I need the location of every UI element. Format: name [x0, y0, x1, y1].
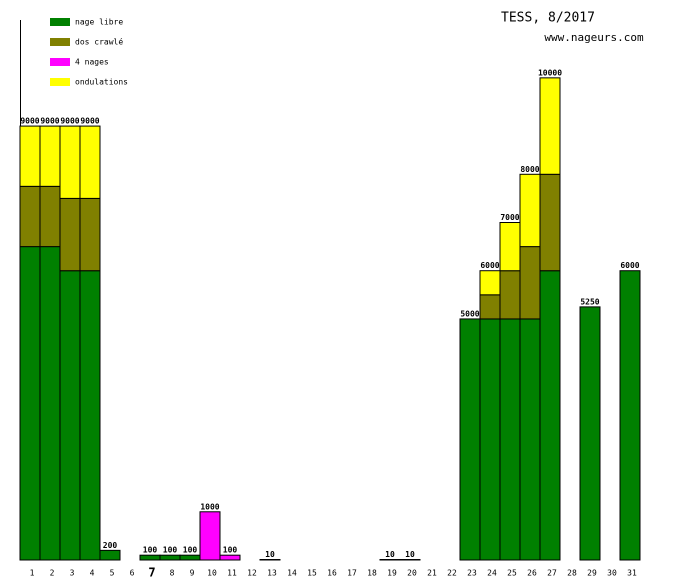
bar-segment	[59, 197, 81, 272]
bar-segment	[39, 125, 61, 187]
total-label: 9000	[40, 117, 59, 126]
total-label: 9000	[60, 117, 79, 126]
total-label: 5000	[460, 309, 479, 318]
x-tick-label: 13	[267, 569, 277, 578]
x-tick-label: 5	[110, 569, 115, 578]
bar-segment	[59, 125, 81, 199]
total-label: 100	[183, 546, 198, 555]
total-label: 5250	[580, 297, 599, 306]
legend-label: ondulations	[75, 78, 128, 87]
x-tick-label: 25	[507, 569, 517, 578]
legend-label: 4 nages	[75, 58, 109, 67]
chart-subtitle: www.nageurs.com	[544, 31, 644, 44]
bar-segment	[539, 77, 561, 175]
bar-segment	[99, 549, 121, 561]
bar-segment	[19, 125, 41, 187]
x-tick-label: 1	[30, 569, 35, 578]
bar-segment	[459, 318, 481, 561]
total-label: 10	[405, 550, 415, 559]
x-tick-label: 27	[547, 569, 557, 578]
bar-segment	[499, 318, 521, 561]
bar-segment	[159, 554, 181, 561]
x-tick-label: 15	[307, 569, 317, 578]
bar-segment	[539, 270, 561, 561]
bar-segment	[519, 246, 541, 320]
legend-swatch	[50, 18, 70, 26]
x-tick-label: 31	[627, 569, 637, 578]
bar-segment	[179, 554, 201, 561]
bar-segment	[519, 318, 541, 561]
bar-segment	[579, 306, 601, 561]
bar-segment	[199, 511, 221, 561]
x-tick-label: 28	[567, 569, 577, 578]
legend-label: dos crawlé	[75, 37, 123, 47]
x-tick-label: 6	[130, 569, 135, 578]
x-tick-label: 11	[227, 569, 237, 578]
x-tick-label: 18	[367, 569, 377, 578]
x-tick-label: 23	[467, 569, 477, 578]
x-tick-label: 29	[587, 569, 597, 578]
x-tick-label: 26	[527, 569, 537, 578]
total-label: 6000	[620, 261, 639, 270]
x-tick-label: 4	[90, 569, 95, 578]
total-label: 100	[163, 546, 178, 555]
bar-segment	[539, 173, 561, 272]
bar-segment	[79, 197, 101, 272]
x-tick-label: 24	[487, 569, 497, 578]
total-label: 100	[143, 546, 158, 555]
total-label: 100	[223, 546, 238, 555]
total-label: 1000	[200, 502, 219, 511]
bar-segment	[499, 222, 521, 272]
bar-segment	[479, 318, 501, 561]
total-label: 10	[385, 550, 395, 559]
total-label: 10000	[538, 68, 562, 77]
x-tick-label: 8	[170, 569, 175, 578]
bar-segment	[39, 246, 61, 561]
x-tick-label: 7	[148, 566, 155, 580]
total-label: 200	[103, 541, 118, 550]
bar-segment	[79, 125, 101, 199]
total-label: 7000	[500, 213, 519, 222]
bar-segment	[619, 270, 641, 561]
x-tick-label: 3	[70, 569, 75, 578]
bar-segment	[79, 270, 101, 561]
bar-segment	[219, 554, 241, 561]
legend-label: nage libre	[75, 18, 123, 27]
legend-swatch	[50, 78, 70, 86]
x-tick-label: 19	[387, 569, 397, 578]
x-tick-label: 22	[447, 569, 457, 578]
chart-title: TESS, 8/2017	[501, 11, 595, 26]
legend-swatch	[50, 58, 70, 66]
bar-segment	[19, 185, 41, 248]
x-tick-label: 17	[347, 569, 357, 578]
x-tick-label: 30	[607, 569, 617, 578]
x-tick-label: 16	[327, 569, 337, 578]
bar-segment	[519, 173, 541, 248]
x-tick-label: 14	[287, 569, 297, 578]
total-label: 8000	[520, 165, 539, 174]
total-label: 9000	[20, 117, 39, 126]
total-label: 9000	[80, 117, 99, 126]
bar-segment	[479, 270, 501, 296]
x-tick-label: 9	[190, 569, 195, 578]
total-label: 6000	[480, 261, 499, 270]
bar-segment	[139, 554, 161, 561]
bar-segment	[499, 270, 521, 320]
x-tick-label: 2	[50, 569, 55, 578]
bar-segment	[479, 294, 501, 320]
x-tick-label: 20	[407, 569, 417, 578]
bar-segment	[19, 246, 41, 561]
total-label: 10	[265, 550, 275, 559]
x-tick-label: 10	[207, 569, 217, 578]
legend-swatch	[50, 38, 70, 46]
bar-segment	[59, 270, 81, 561]
x-tick-label: 12	[247, 569, 257, 578]
bar-segment	[39, 185, 61, 248]
x-tick-label: 21	[427, 569, 437, 578]
